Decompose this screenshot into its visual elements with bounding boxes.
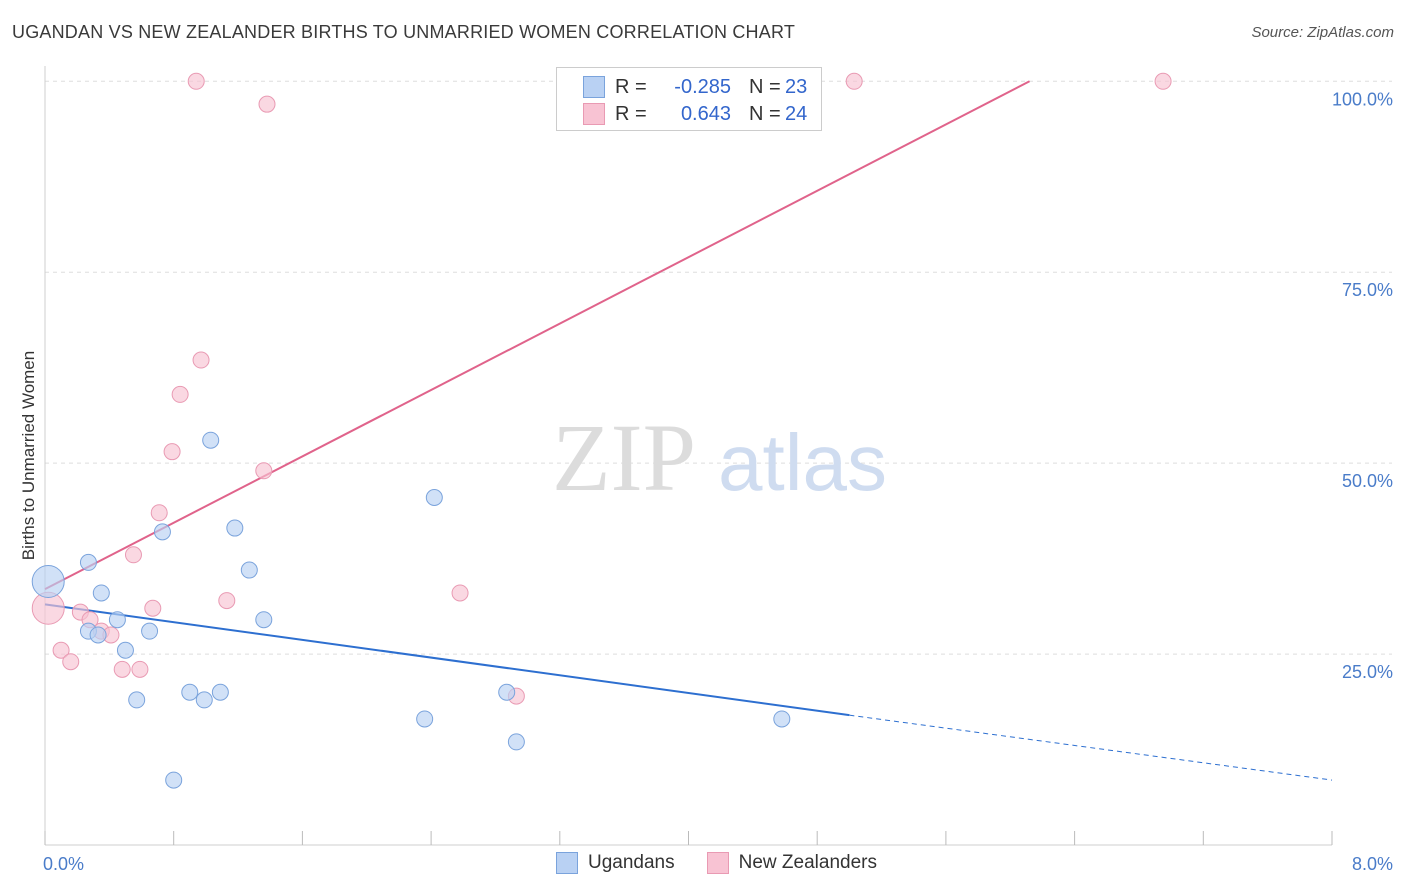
legend-item-new-zealanders[interactable]: New Zealanders [706,852,877,874]
legend-swatch-blue [556,852,578,874]
data-point-ugandans [211,683,229,701]
data-point-new-zealanders [124,546,142,564]
data-point-new-zealanders [52,641,70,659]
data-point-new-zealanders [255,462,273,480]
legend-r-value: 0.643 [680,102,731,125]
data-point-ugandans [128,691,146,709]
data-point-new-zealanders [144,599,162,617]
data-point-ugandans [195,691,213,709]
watermark-zip: ZIP [552,404,696,511]
data-point-ugandans [425,489,443,507]
data-point-ugandans [240,561,258,579]
data-point-ugandans [31,565,65,599]
data-point-ugandans [226,519,244,537]
legend-swatch-blue [583,76,605,98]
legend-label-new-zealanders: New Zealanders [738,852,877,873]
legend-row-new-zealanders: R = 0.643 N = 24 [557,101,807,127]
watermark: ZIP atlas [552,404,887,511]
data-point-ugandans [498,683,516,701]
data-point-new-zealanders [192,351,210,369]
legend-n-value: 23 [785,75,808,98]
legend-n-label: N = [749,102,781,125]
data-point-ugandans [89,626,107,644]
data-point-ugandans [79,553,97,571]
trend-lines [44,80,1333,781]
data-point-new-zealanders [113,660,131,678]
source-label: Source: ZipAtlas.com [1251,24,1394,41]
trend-line-ugandans-extension [849,714,1333,781]
data-point-ugandans [141,622,159,640]
data-point-ugandans [153,523,171,541]
series-legend: Ugandans New Zealanders [556,852,909,874]
grid-lines [45,80,1392,655]
data-point-ugandans [416,710,434,728]
data-point-new-zealanders [62,653,80,671]
data-point-new-zealanders [451,584,469,602]
legend-r-value: -0.285 [674,75,731,98]
data-point-new-zealanders [218,592,236,610]
y-tick-label: 100.0% [1332,89,1393,109]
chart-title: UGANDAN VS NEW ZEALANDER BIRTHS TO UNMAR… [12,22,796,42]
data-point-new-zealanders [187,72,205,90]
legend-label-ugandans: Ugandans [588,852,675,873]
axis-labels: 25.0% 50.0% 75.0% 100.0% 0.0% 8.0% Births to U… [19,89,1393,874]
data-point-ugandans [116,641,134,659]
correlation-legend: R = -0.285 N = 23 R = 0.643 N = 24 [556,67,822,131]
data-point-new-zealanders [150,504,168,522]
legend-row-ugandans: R = -0.285 N = 23 [557,74,807,100]
data-points [31,72,1172,789]
legend-r-label: R = [615,102,647,125]
legend-n-value: 24 [785,102,808,125]
data-point-ugandans [165,771,183,789]
y-axis-title: Births to Unmarried Women [19,351,38,560]
y-tick-label: 25.0% [1342,662,1393,682]
legend-swatch-pink [706,852,729,874]
data-point-ugandans [202,431,220,449]
data-point-new-zealanders [131,660,149,678]
data-point-ugandans [507,733,525,751]
data-point-ugandans [108,611,126,629]
data-point-new-zealanders [845,72,863,90]
data-point-new-zealanders [258,95,276,113]
axes [44,66,1333,846]
data-point-ugandans [773,710,791,728]
data-point-ugandans [181,683,199,701]
trend-line-new-zealanders [44,80,1031,591]
data-point-new-zealanders [163,443,181,461]
y-tick-label: 75.0% [1342,280,1393,300]
x-tick-label: 0.0% [43,854,84,874]
data-point-new-zealanders [171,385,189,403]
data-point-ugandans [92,584,110,602]
data-point-new-zealanders [1154,72,1172,90]
trend-line-ugandans [44,603,850,717]
legend-swatch-pink [583,103,605,125]
watermark-atlas: atlas [718,418,887,507]
data-point-ugandans [255,611,273,629]
legend-item-ugandans[interactable]: Ugandans [556,852,675,874]
y-tick-label: 50.0% [1342,471,1393,491]
x-tick-label: 8.0% [1352,854,1393,874]
legend-r-label: R = [615,75,647,98]
legend-n-label: N = [749,75,781,98]
